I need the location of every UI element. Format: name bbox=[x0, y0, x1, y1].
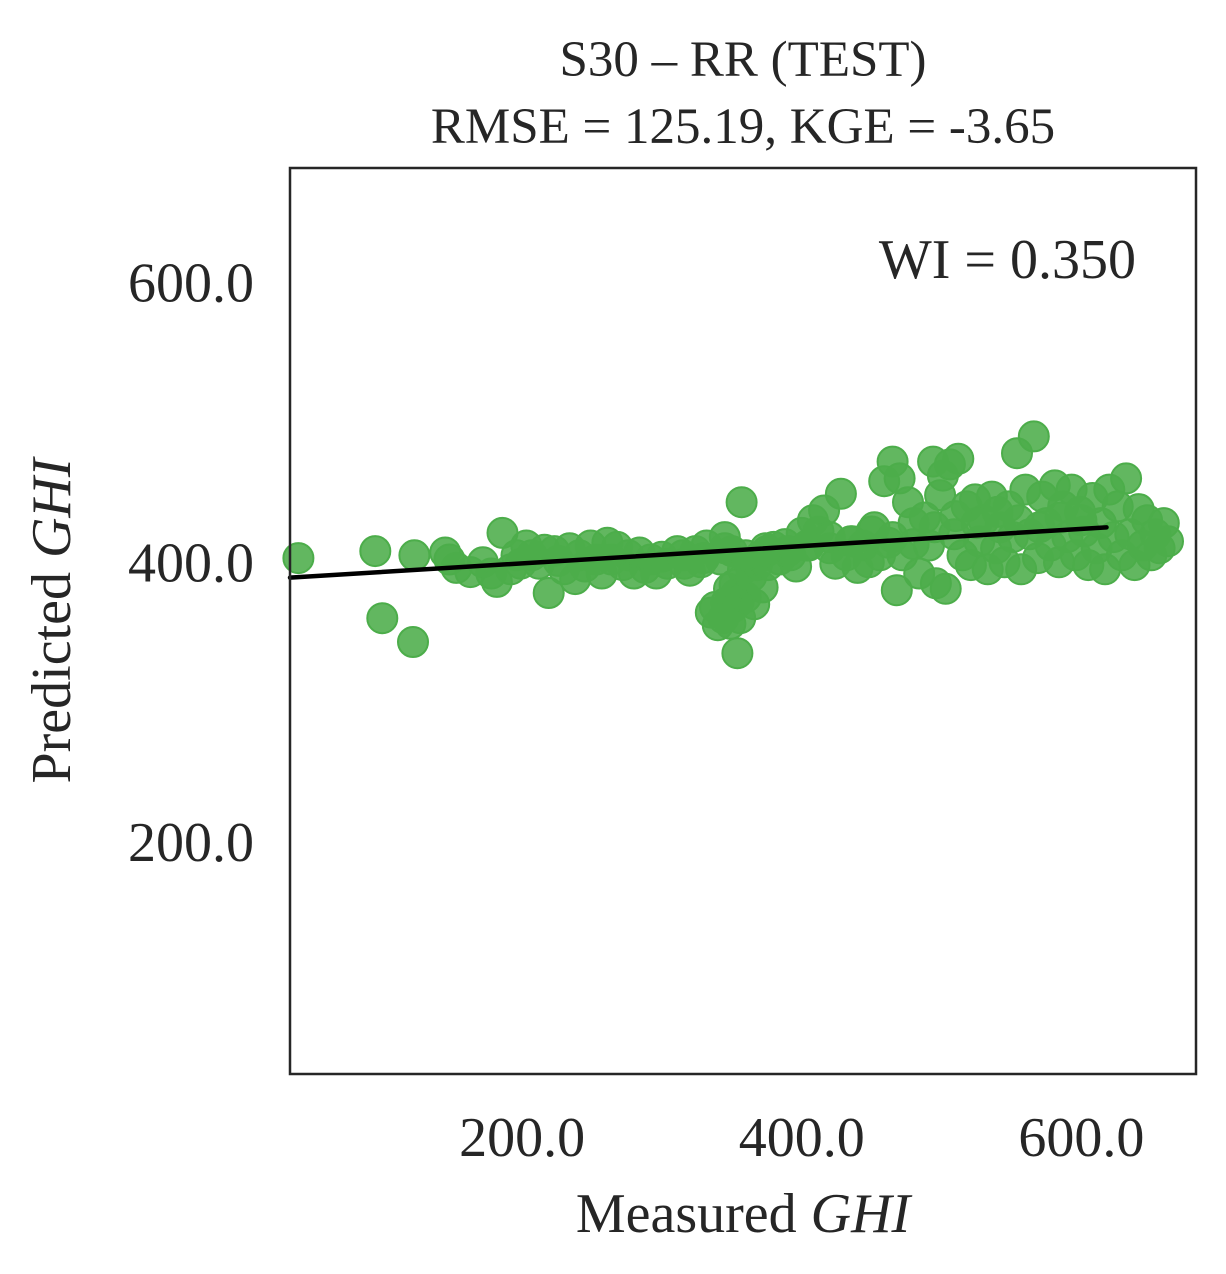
y-tick-label: 400.0 bbox=[128, 532, 254, 594]
regression-line bbox=[287, 525, 1109, 580]
data-points bbox=[282, 420, 1184, 670]
data-point bbox=[1110, 462, 1143, 495]
data-point bbox=[1152, 525, 1184, 558]
x-tick-label: 400.0 bbox=[739, 1107, 865, 1169]
chart-title-line1: S30 – RR (TEST) bbox=[560, 32, 927, 88]
data-point bbox=[929, 572, 962, 605]
chart-title-line2: RMSE = 125.19, KGE = -3.65 bbox=[431, 99, 1055, 155]
y-tick-label: 200.0 bbox=[128, 812, 254, 874]
y-axis-label: Predicted GHI bbox=[21, 456, 83, 783]
x-axis-label: Measured GHI bbox=[576, 1183, 913, 1245]
x-axis-label-text: Measured bbox=[576, 1183, 797, 1245]
data-point bbox=[824, 477, 857, 510]
y-axis-ticks: 200.0 400.0 600.0 bbox=[128, 253, 254, 874]
data-point bbox=[880, 574, 913, 607]
wi-annotation: WI = 0.350 bbox=[879, 229, 1136, 291]
x-axis-label-italic: GHI bbox=[811, 1183, 913, 1245]
data-point bbox=[366, 602, 399, 635]
data-point bbox=[725, 486, 758, 519]
data-point bbox=[532, 577, 565, 609]
data-point bbox=[721, 637, 754, 670]
plot-frame bbox=[288, 166, 1198, 1076]
y-tick-label: 600.0 bbox=[128, 253, 254, 315]
y-axis-label-text: Predicted bbox=[21, 572, 83, 783]
x-tick-label: 200.0 bbox=[459, 1107, 585, 1169]
x-axis-ticks: 200.0 400.0 600.0 bbox=[459, 1107, 1144, 1169]
y-axis-label-italic: GHI bbox=[21, 456, 83, 558]
data-point bbox=[398, 539, 431, 572]
data-point bbox=[1017, 420, 1050, 453]
data-point bbox=[397, 626, 429, 658]
data-point bbox=[359, 535, 392, 568]
data-point bbox=[282, 542, 315, 575]
x-tick-label: 600.0 bbox=[1018, 1107, 1144, 1169]
data-point bbox=[942, 442, 975, 475]
